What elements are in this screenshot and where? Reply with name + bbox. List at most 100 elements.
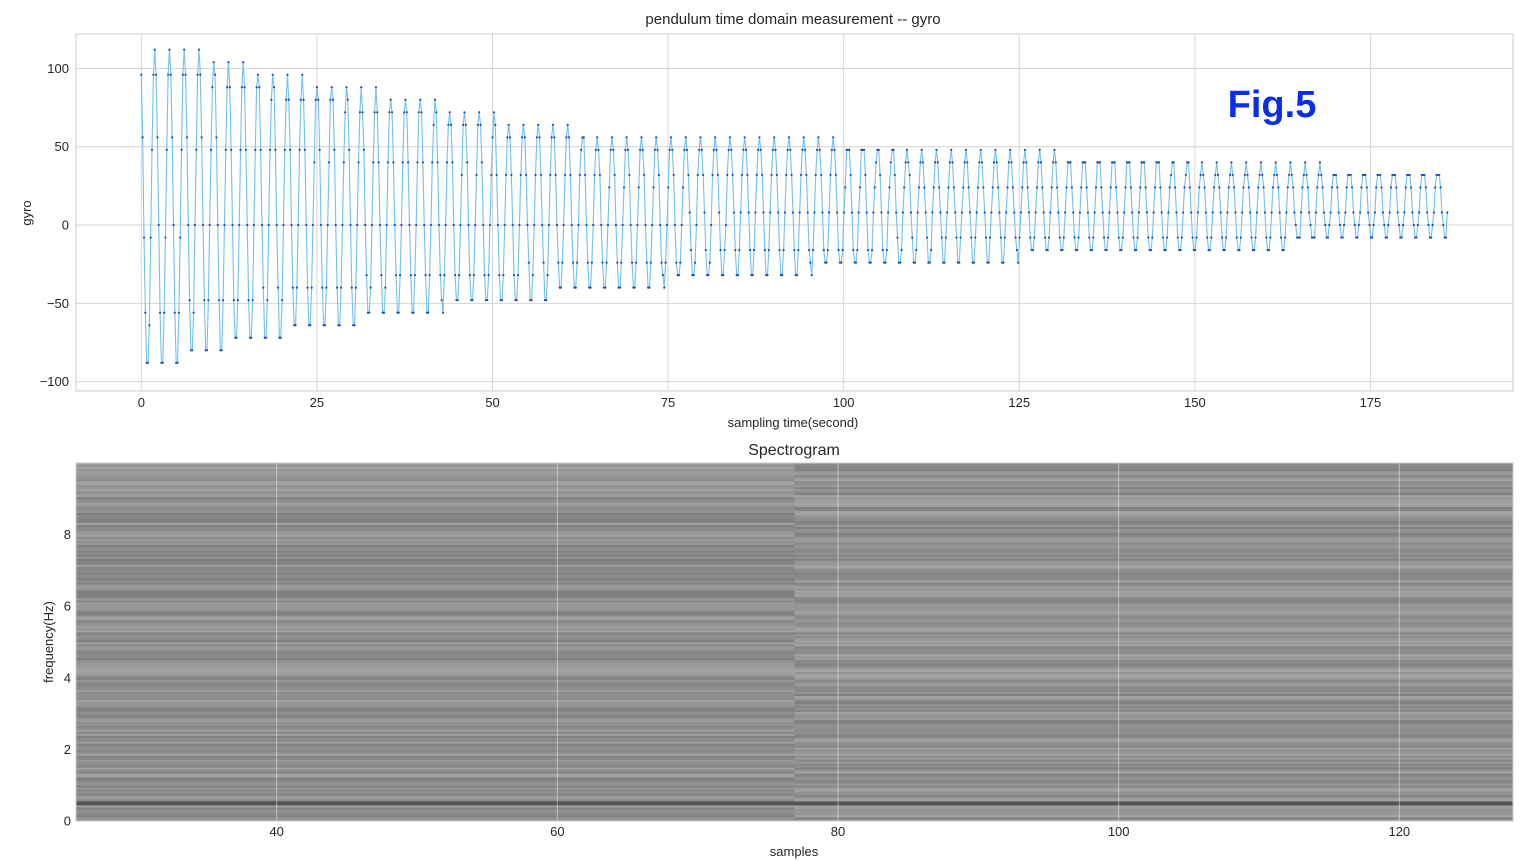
data-point [813,211,816,214]
spectrogram-bin [794,554,1513,557]
data-point [692,274,695,277]
data-point [183,48,186,51]
data-point [179,236,182,239]
spectrogram-bin [794,653,1513,657]
data-point [448,111,451,114]
data-point [710,223,713,227]
spectrogram-bin [76,630,795,633]
data-point [1061,248,1064,252]
data-point [187,223,190,227]
spectrogram-bin [76,626,795,629]
spectrogram-bin [794,645,1513,649]
data-point [740,173,744,177]
spectrogram-bin [76,701,795,704]
data-point [279,336,282,339]
data-point [521,136,524,139]
data-point [921,161,925,164]
data-point [1215,161,1218,164]
spectrogram-bin [794,801,1513,804]
data-point [1230,161,1233,164]
data-point [754,211,757,214]
data-point [943,261,946,264]
data-point [429,223,433,227]
data-point [1151,236,1154,239]
data-point [209,148,213,151]
data-point [844,186,847,189]
spectrogram-bin [76,789,795,792]
data-point [408,223,411,227]
spectrogram-bin [794,642,1513,645]
data-point [1267,248,1271,252]
data-point [356,223,359,227]
spectrogram-bin [794,608,1513,611]
data-point [979,148,982,151]
data-point [421,161,424,164]
data-point [1224,236,1228,239]
data-point [1003,236,1006,239]
spectrogram-bin [794,598,1513,601]
data-point [1257,186,1260,189]
spectrogram-bin [794,476,1513,480]
data-point [580,148,583,151]
data-point [1219,211,1222,214]
data-point [739,211,742,214]
data-point [939,211,942,214]
data-point [685,148,689,151]
data-point [205,349,209,352]
data-point [346,98,349,101]
data-point [609,148,612,151]
data-point [466,161,469,164]
spectrogram-bin [76,592,795,595]
data-point [230,148,233,151]
data-point [962,186,965,189]
data-point [192,311,195,314]
data-point [1274,161,1277,164]
spectrogram-bin [794,799,1513,802]
data-point [610,136,614,139]
data-point [522,123,525,126]
data-point [427,311,430,314]
spectrogram-bin [794,464,1513,468]
data-point [900,248,903,252]
spectrogram-bin [76,687,795,691]
spectrogram-bin [76,568,795,571]
spectrogram-bin [794,759,1513,762]
data-point [203,299,206,302]
data-point [392,161,395,164]
data-point [997,186,1000,189]
data-point [207,299,210,302]
spectrogram-bin [76,640,795,643]
data-point [498,274,501,277]
spectrogram-bin [76,777,795,780]
spectrogram-bin [794,707,1513,710]
data-point [1259,161,1263,164]
data-point [479,123,482,126]
data-point [549,173,552,177]
spectrogram-bin [794,795,1513,798]
spectrogram-bin [794,512,1513,516]
spectrogram-bin [76,651,795,655]
spectrogram-bin [76,769,795,772]
data-point [1368,223,1371,227]
data-point [842,211,846,214]
data-point [1372,223,1375,227]
data-point [1211,211,1214,214]
spectrogram-bin [76,673,795,677]
spectrogram-bin [794,731,1513,734]
data-point [1388,211,1391,214]
spectrogram-bin [794,564,1513,567]
data-point [377,161,380,164]
data-point [1298,236,1301,239]
data-point [1195,236,1198,239]
data-point [271,73,274,76]
data-point [1038,148,1041,151]
data-point [916,211,919,214]
spectrogram-bin [794,675,1513,679]
data-point [1345,186,1348,189]
chart-title: pendulum time domain measurement -- gyro [645,11,940,28]
data-point [657,173,660,177]
data-point [738,248,741,252]
spectrogram-bin [76,558,795,561]
spectrogram-bin [794,602,1513,605]
data-point [255,86,258,89]
